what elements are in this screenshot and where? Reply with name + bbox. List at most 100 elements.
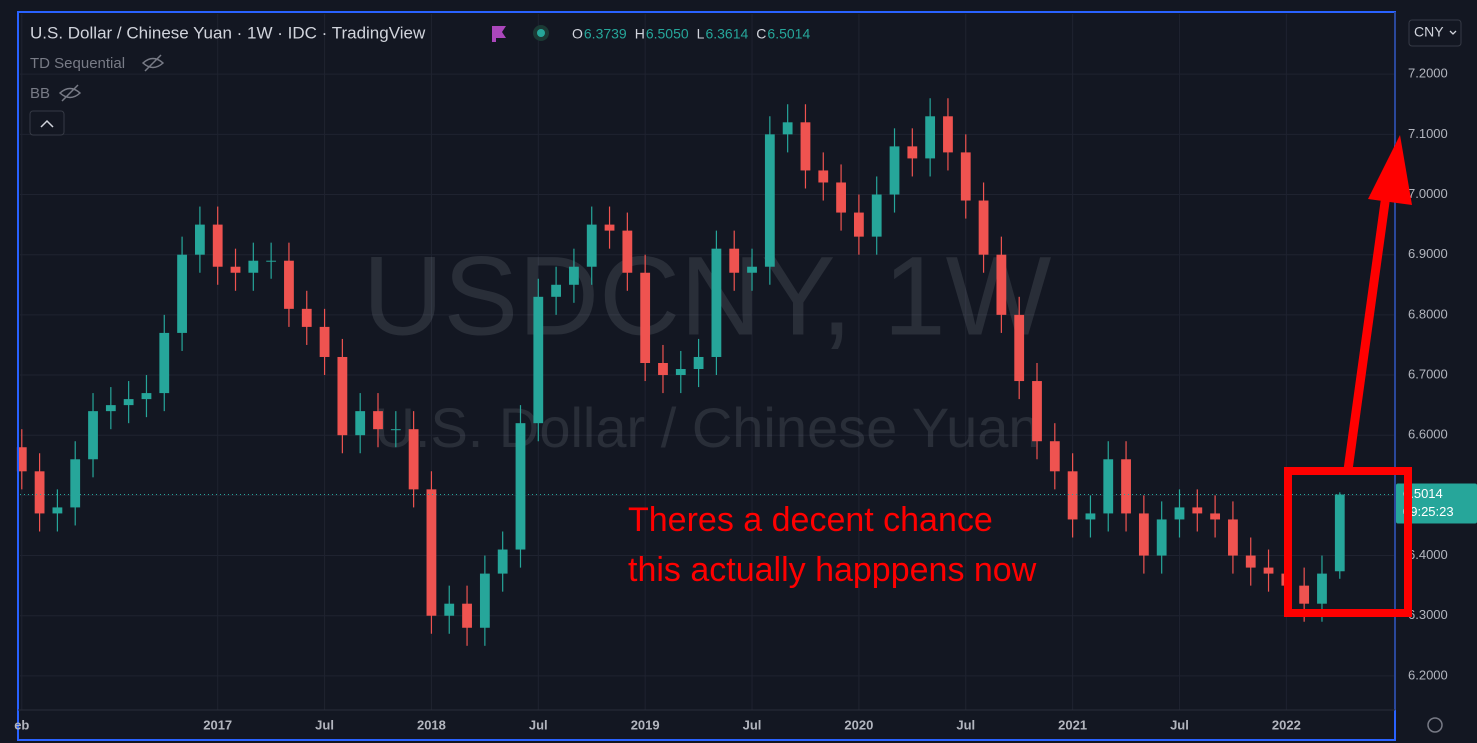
ohlc-prefix: C bbox=[756, 26, 766, 42]
x-tick-label: 2020 bbox=[844, 717, 873, 732]
candle-body bbox=[1067, 471, 1078, 520]
hide-icons[interactable] bbox=[58, 54, 165, 102]
candle-body bbox=[373, 411, 383, 430]
candle-body bbox=[1014, 314, 1025, 382]
indicator-label[interactable]: TD Sequential bbox=[30, 55, 125, 72]
candle-body bbox=[462, 603, 472, 628]
status-dot bbox=[537, 29, 545, 37]
currency-button[interactable] bbox=[1408, 19, 1462, 47]
ohlc-value: 6.5050 bbox=[646, 26, 689, 42]
settings-icon[interactable] bbox=[1427, 717, 1443, 733]
candle-body bbox=[88, 411, 98, 460]
candle-body bbox=[1192, 507, 1203, 514]
y-tick-label: 6.7000 bbox=[1408, 366, 1448, 381]
x-tick-label: Jul bbox=[1170, 717, 1189, 732]
y-tick-label: 7.0000 bbox=[1408, 186, 1448, 201]
y-tick-label: 6.4000 bbox=[1408, 547, 1448, 562]
currency-caret bbox=[1449, 30, 1457, 35]
candle-body bbox=[551, 284, 562, 297]
candle-body bbox=[159, 332, 170, 394]
candle-body bbox=[230, 266, 241, 273]
flag-icon[interactable] bbox=[492, 26, 506, 42]
candle-body bbox=[747, 266, 757, 273]
y-tick-label: 6.6000 bbox=[1408, 427, 1448, 442]
ohlc-value: 6.5014 bbox=[767, 26, 810, 42]
y-tick-label: 7.2000 bbox=[1408, 66, 1448, 81]
x-tick-label: Jul bbox=[315, 717, 334, 732]
candle-body bbox=[1263, 567, 1274, 574]
candle-body bbox=[622, 230, 633, 273]
arrow-shaft bbox=[1343, 194, 1391, 471]
candle-body bbox=[782, 122, 793, 135]
collapse-button[interactable] bbox=[29, 110, 65, 136]
candle-body bbox=[212, 224, 223, 267]
candle-body bbox=[266, 260, 277, 262]
y-tick-label: 7.1000 bbox=[1408, 126, 1448, 141]
ohlc-prefix: O bbox=[572, 26, 583, 42]
y-tick-label: 6.2000 bbox=[1408, 667, 1448, 682]
candle-body bbox=[1121, 459, 1131, 514]
y-tick-label: 6.8000 bbox=[1408, 306, 1448, 321]
candle-body bbox=[1210, 513, 1221, 520]
symbol-title[interactable]: U.S. Dollar / Chinese Yuan · 1W · IDC · … bbox=[30, 23, 426, 42]
candle-body bbox=[248, 260, 259, 273]
candle-body bbox=[604, 224, 615, 231]
candle-body bbox=[141, 393, 152, 400]
countdown-label: 09:25:23 bbox=[1403, 504, 1454, 519]
candle-body bbox=[301, 308, 312, 327]
x-tick-label: Jul bbox=[743, 717, 762, 732]
candle-body bbox=[693, 356, 704, 370]
indicator-label[interactable]: BB bbox=[30, 85, 50, 102]
y-tick-label: 6.3000 bbox=[1408, 607, 1448, 622]
ohlc-value: 6.3739 bbox=[584, 26, 627, 42]
candle-body bbox=[907, 146, 918, 159]
candle-body bbox=[586, 224, 597, 267]
ohlc-prefix: L bbox=[697, 26, 705, 42]
x-tick-label: 2017 bbox=[203, 717, 232, 732]
candle-body bbox=[818, 170, 829, 183]
candle-body bbox=[978, 200, 989, 255]
x-tick-label: Jul bbox=[529, 717, 548, 732]
candle-body bbox=[1138, 513, 1149, 556]
candle-body bbox=[1032, 381, 1042, 442]
annotation: this actually happpens now bbox=[628, 551, 1037, 589]
candle-body bbox=[337, 356, 348, 436]
candle-body bbox=[1228, 519, 1238, 556]
x-tick-label: 2019 bbox=[631, 717, 660, 732]
candle-body bbox=[105, 405, 116, 412]
ohlc-prefix: H bbox=[635, 26, 645, 42]
candle-body bbox=[390, 429, 401, 431]
candle-body bbox=[123, 399, 134, 406]
candle-body bbox=[177, 254, 187, 333]
candle-body bbox=[444, 603, 455, 616]
last-price-box bbox=[1396, 483, 1477, 524]
ohlc-legend: O 6.3739 H 6.5050 L 6.3614 C 6.5014 bbox=[572, 26, 810, 42]
candle-body bbox=[871, 194, 882, 237]
candle-body bbox=[925, 116, 936, 159]
arrow-head bbox=[1368, 135, 1412, 205]
candle-body bbox=[1103, 459, 1114, 514]
candle-body bbox=[479, 573, 490, 628]
candle-body bbox=[194, 224, 205, 255]
candle-body bbox=[426, 489, 437, 616]
candle-body bbox=[729, 248, 740, 273]
x-tick-label: Jul bbox=[956, 717, 975, 732]
candle-body bbox=[533, 296, 544, 424]
candle-body bbox=[284, 260, 294, 309]
candle-body bbox=[675, 369, 686, 376]
candle-body bbox=[764, 134, 775, 267]
ohlc-value: 6.3614 bbox=[705, 26, 748, 42]
candle-body bbox=[960, 152, 971, 201]
y-tick-label: 6.9000 bbox=[1408, 246, 1448, 261]
candle-body bbox=[1317, 573, 1327, 604]
candle-body bbox=[996, 254, 1007, 315]
highlight-box bbox=[1284, 467, 1412, 617]
candle-body bbox=[889, 146, 900, 195]
candle-body bbox=[640, 272, 651, 363]
candles bbox=[16, 98, 1395, 646]
currency-label[interactable]: CNY bbox=[1414, 24, 1444, 40]
x-tick-label: eb bbox=[14, 717, 29, 732]
